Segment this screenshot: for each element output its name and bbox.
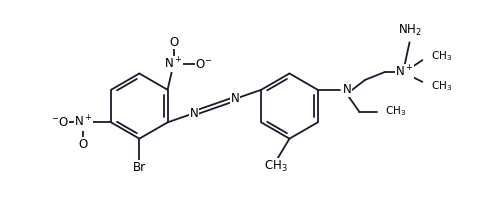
Text: N$^+$: N$^+$ [74, 115, 93, 130]
Text: CH$_3$: CH$_3$ [431, 49, 453, 63]
Text: O: O [79, 138, 88, 151]
Text: CH$_3$: CH$_3$ [431, 79, 453, 93]
Text: N: N [343, 83, 352, 96]
Text: Br: Br [133, 161, 146, 174]
Text: $^{-}$O: $^{-}$O [51, 116, 69, 129]
Text: CH$_3$: CH$_3$ [385, 105, 406, 118]
Text: NH$_2$: NH$_2$ [398, 23, 421, 38]
Text: N: N [231, 93, 240, 106]
Text: O: O [169, 36, 178, 49]
Text: N$^+$: N$^+$ [395, 64, 414, 80]
Text: N: N [189, 107, 198, 120]
Text: N$^+$: N$^+$ [164, 56, 183, 72]
Text: O$^{-}$: O$^{-}$ [196, 58, 213, 71]
Text: CH$_3$: CH$_3$ [264, 159, 288, 174]
